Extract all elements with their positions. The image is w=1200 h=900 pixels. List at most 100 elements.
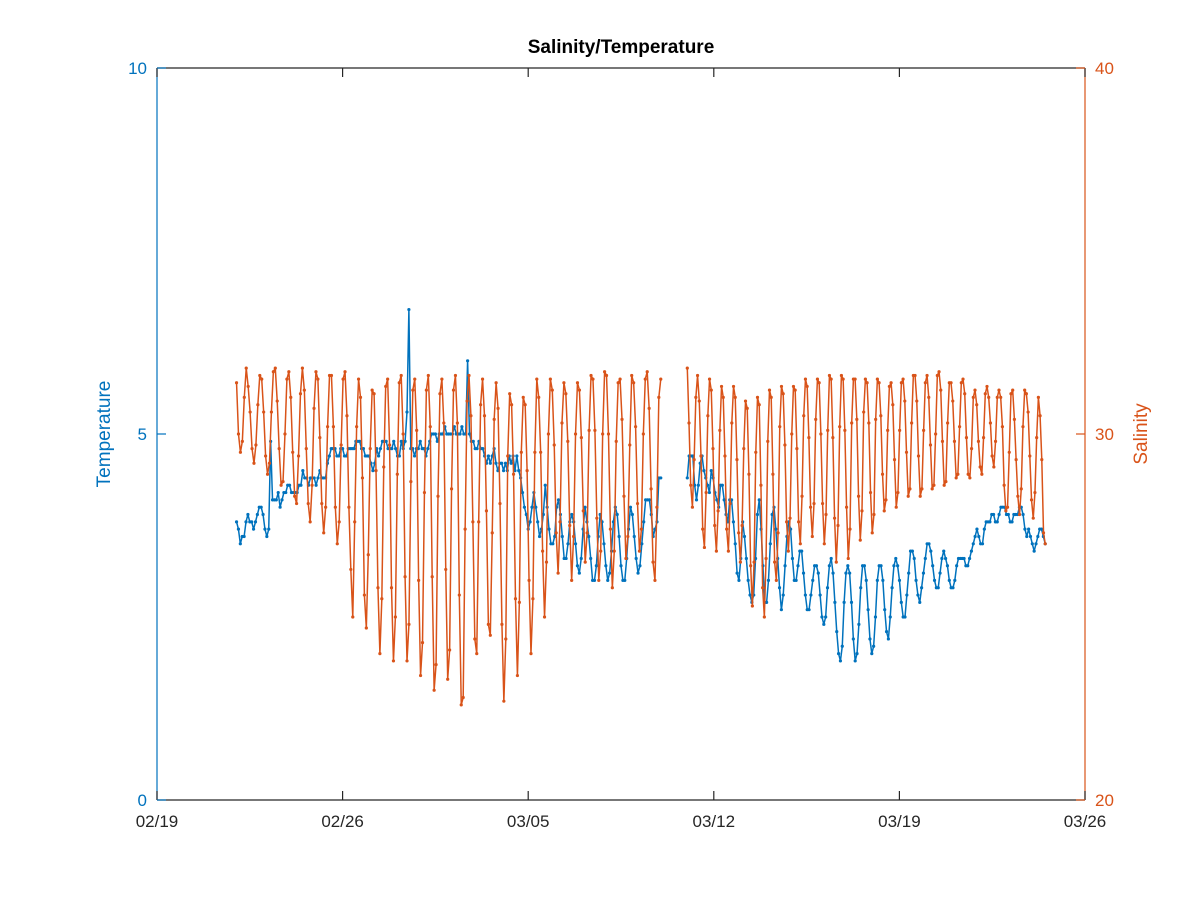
series-right-point bbox=[426, 373, 430, 378]
series-left-point bbox=[768, 542, 772, 546]
series-right-point bbox=[1012, 417, 1017, 421]
series-left-point bbox=[435, 439, 439, 443]
series-left-point bbox=[475, 447, 479, 451]
series-left-point bbox=[975, 527, 979, 531]
series-right-point bbox=[513, 597, 518, 601]
series-left-point bbox=[731, 520, 736, 524]
series-right-point bbox=[471, 520, 475, 524]
series-right-point bbox=[749, 564, 753, 568]
series-right-point bbox=[645, 370, 649, 374]
series-left-point bbox=[842, 600, 846, 604]
series-left-point bbox=[403, 439, 407, 443]
series-right-point bbox=[747, 472, 751, 476]
series-left-point bbox=[570, 512, 574, 517]
series-right-point bbox=[653, 578, 657, 583]
series-right-point bbox=[391, 659, 396, 663]
series-right-point bbox=[908, 487, 912, 491]
series-left-point bbox=[868, 637, 872, 641]
series-right-point bbox=[502, 699, 506, 703]
series-left-point bbox=[418, 439, 422, 443]
series-left-point bbox=[829, 556, 833, 561]
series-right-point bbox=[657, 395, 661, 399]
x-tick-label: 03/19 bbox=[878, 812, 921, 831]
series-left-point bbox=[835, 630, 839, 634]
series-right-point bbox=[934, 432, 938, 436]
series-right-point bbox=[915, 399, 919, 403]
series-right-point bbox=[517, 600, 521, 604]
right-tick-label: 30 bbox=[1095, 425, 1114, 444]
series-left-point bbox=[918, 600, 922, 604]
series-right-point bbox=[639, 527, 644, 531]
series-left-point bbox=[255, 512, 259, 517]
series-right-point bbox=[577, 388, 582, 392]
series-right-point bbox=[457, 593, 461, 597]
series-left-point bbox=[501, 469, 506, 473]
series-right-point bbox=[694, 395, 698, 399]
series-left-point bbox=[938, 571, 942, 575]
series-left-point bbox=[855, 652, 859, 656]
series-left-point bbox=[405, 410, 409, 414]
series-left-point bbox=[927, 542, 931, 546]
series-left-point bbox=[825, 586, 830, 590]
series-right-point bbox=[1028, 454, 1032, 458]
series-left-point bbox=[748, 593, 752, 597]
series-right-point bbox=[901, 377, 905, 381]
series-left-point bbox=[790, 556, 795, 561]
series-right-point bbox=[490, 531, 494, 535]
series-left-point bbox=[811, 578, 815, 583]
series-right-point bbox=[809, 505, 813, 509]
series-left-point bbox=[522, 505, 527, 509]
series-right-point bbox=[240, 439, 244, 443]
series-right-point bbox=[951, 399, 955, 403]
series-right-point bbox=[829, 377, 833, 381]
series-right-point bbox=[488, 633, 492, 637]
series-right-point bbox=[865, 381, 869, 385]
series-left-point bbox=[500, 461, 504, 465]
series-right-point bbox=[552, 443, 556, 447]
series-right-point bbox=[521, 395, 525, 399]
series-left-point bbox=[460, 425, 464, 429]
series-right-point bbox=[267, 461, 272, 465]
series-right-point bbox=[1035, 436, 1039, 440]
series-right-point bbox=[358, 395, 363, 399]
series-right-point bbox=[966, 472, 970, 476]
series-right-point bbox=[1009, 392, 1013, 396]
series-right-point bbox=[836, 523, 840, 528]
series-left-point bbox=[943, 556, 948, 561]
series-left-point bbox=[261, 512, 265, 517]
series-right-point bbox=[783, 443, 787, 447]
series-right-point bbox=[1005, 505, 1010, 509]
right-tick-label: 20 bbox=[1095, 791, 1114, 810]
series-right-point bbox=[345, 414, 349, 418]
series-right-point bbox=[952, 439, 957, 443]
series-left-point bbox=[765, 600, 769, 604]
right-axis-label: Salinity bbox=[1131, 403, 1152, 465]
series-right-point bbox=[331, 425, 335, 429]
series-right-point bbox=[585, 531, 589, 535]
series-left-point bbox=[575, 564, 580, 568]
series-left-point bbox=[394, 447, 398, 451]
series-right-point bbox=[923, 381, 927, 385]
series-right-point bbox=[641, 432, 645, 436]
series-right-point bbox=[300, 366, 304, 370]
series-right-point bbox=[882, 509, 886, 513]
x-tick-label: 03/05 bbox=[507, 812, 550, 831]
series-right-point bbox=[874, 417, 878, 421]
series-left-point bbox=[859, 586, 863, 590]
series-right-point bbox=[725, 527, 729, 531]
series-right-point bbox=[620, 417, 624, 421]
series-right-point bbox=[527, 578, 531, 583]
series-right-point bbox=[930, 487, 934, 491]
series-left-point bbox=[520, 490, 525, 495]
series-right-point bbox=[519, 450, 523, 454]
series-right-point bbox=[647, 406, 651, 410]
series-right-point bbox=[980, 472, 984, 476]
series-right-point bbox=[803, 377, 808, 381]
series-right-point bbox=[610, 586, 614, 590]
series-left-point bbox=[807, 608, 811, 612]
series-left-point bbox=[553, 534, 557, 539]
series-right-point bbox=[793, 388, 797, 392]
series-left-point bbox=[556, 498, 561, 502]
series-left-point bbox=[977, 534, 981, 539]
series-right-point bbox=[992, 465, 996, 469]
